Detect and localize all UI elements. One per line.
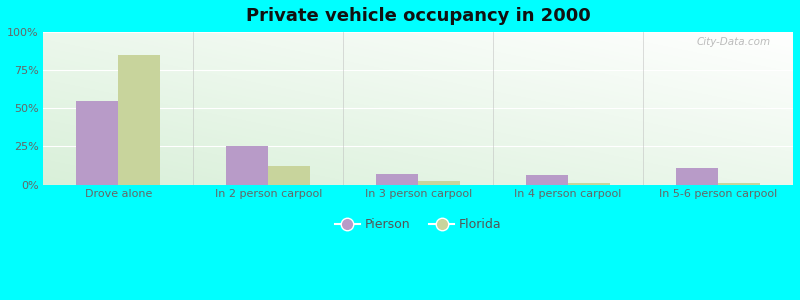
Bar bbox=[568, 183, 610, 184]
Bar bbox=[77, 101, 118, 184]
Bar bbox=[676, 168, 718, 184]
Bar bbox=[418, 182, 460, 184]
Legend: Pierson, Florida: Pierson, Florida bbox=[330, 213, 506, 236]
Bar bbox=[526, 176, 568, 184]
Bar bbox=[376, 174, 418, 184]
Bar bbox=[718, 183, 760, 184]
Bar bbox=[268, 166, 310, 184]
Title: Private vehicle occupancy in 2000: Private vehicle occupancy in 2000 bbox=[246, 7, 590, 25]
Bar bbox=[226, 146, 268, 184]
Bar bbox=[118, 55, 160, 184]
Text: City-Data.com: City-Data.com bbox=[697, 37, 770, 46]
